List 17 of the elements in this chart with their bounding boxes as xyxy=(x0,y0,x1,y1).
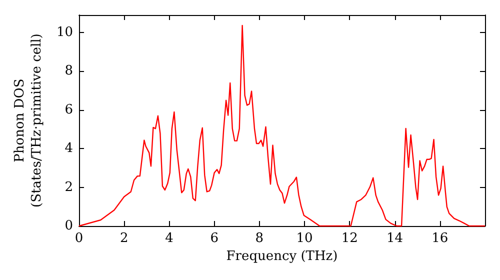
y-tick-label: 6 xyxy=(64,102,73,118)
x-axis-title: Frequency (THz) xyxy=(226,249,338,264)
y-tick-label: 8 xyxy=(64,64,73,79)
x-tick-label: 6 xyxy=(210,231,218,246)
x-tick-label: 10 xyxy=(296,231,313,246)
x-tick-label: 14 xyxy=(386,231,404,246)
y-tick-label: 10 xyxy=(56,24,73,40)
x-tick-label: 4 xyxy=(165,231,174,246)
y-tick-label: 2 xyxy=(64,180,73,195)
x-tick-label: 2 xyxy=(120,231,128,246)
y-tick-label: 4 xyxy=(64,141,73,156)
x-tick-label: 12 xyxy=(341,231,358,246)
x-tick-label: 0 xyxy=(74,231,84,246)
y-tick-label: 0 xyxy=(64,218,73,234)
y-axis-title: Phonon DOS (States/THz·primitive cell) xyxy=(12,33,45,208)
x-tick-label: 16 xyxy=(432,231,448,246)
x-tick-label: 8 xyxy=(255,231,264,246)
